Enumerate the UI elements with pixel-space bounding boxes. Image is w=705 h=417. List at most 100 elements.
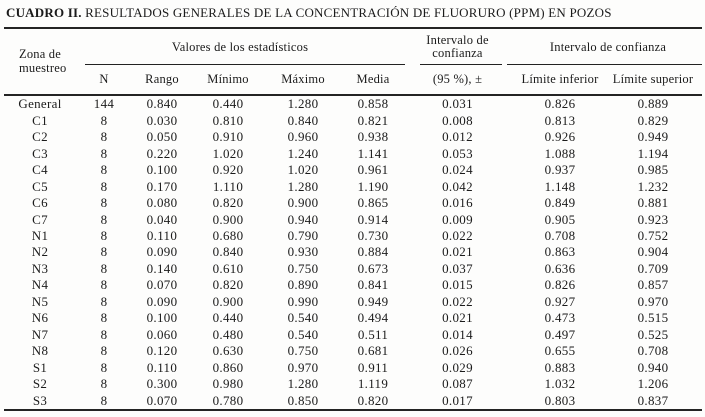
zone-cell: C3	[32, 145, 48, 161]
value-cell: 0.985	[637, 162, 669, 178]
table-row: N6 8 0.100 0.440 0.540 0.494 0.021 0.473 0.515	[0, 310, 705, 326]
value-cell: 0.905	[544, 211, 576, 227]
value-cell: 1.280	[287, 178, 319, 194]
value-cell: 1.194	[637, 145, 669, 161]
value-cell: 1.020	[212, 145, 244, 161]
value-cell: 0.440	[212, 310, 244, 326]
rule-bottom	[4, 409, 702, 411]
value-cell: 0.820	[212, 277, 244, 293]
value-cell: 0.960	[287, 129, 319, 145]
value-cell: 0.022	[442, 293, 473, 309]
value-cell: 0.840	[287, 112, 319, 128]
value-cell: 0.904	[637, 244, 669, 260]
value-cell: 1.280	[287, 96, 319, 112]
zone-column-header: Zona de muestreo	[0, 29, 80, 94]
value-cell: 0.708	[637, 343, 669, 359]
rule-header-bottom	[4, 94, 702, 96]
value-cell: 0.803	[544, 392, 576, 408]
zone-cell: S2	[32, 376, 48, 392]
zone-cell: N5	[31, 293, 49, 309]
table-row: C5 8 0.170 1.110 1.280 1.190 0.042 1.148 1.232	[0, 178, 705, 194]
value-cell: 0.080	[146, 195, 178, 211]
value-cell: 8	[100, 326, 108, 342]
value-cell: 1.032	[544, 376, 576, 392]
value-cell: 0.014	[442, 326, 473, 342]
value-cell: 0.494	[357, 310, 389, 326]
value-cell: 0.681	[357, 343, 389, 359]
table-row: N7 8 0.060 0.480 0.540 0.511 0.014 0.497 0.525	[0, 327, 705, 343]
value-cell: 0.820	[212, 195, 244, 211]
value-cell: 0.849	[544, 195, 576, 211]
group-underline-confidence-interval	[420, 64, 502, 65]
value-cell: 0.889	[637, 96, 669, 112]
value-cell: 0.961	[357, 162, 389, 178]
table-row: S3 8 0.070 0.780 0.850 0.820 0.017 0.803 0.837	[0, 392, 705, 408]
value-cell: 0.826	[544, 96, 576, 112]
value-cell: 0.220	[146, 145, 178, 161]
value-cell: 0.170	[146, 178, 178, 194]
value-cell: 0.709	[637, 260, 669, 276]
value-cell: 0.042	[442, 178, 473, 194]
zone-cell: C6	[32, 195, 48, 211]
table-row: N3 8 0.140 0.610 0.750 0.673 0.037 0.636 0.709	[0, 261, 705, 277]
value-cell: 0.017	[442, 392, 473, 408]
table-row: C6 8 0.080 0.820 0.900 0.865 0.016 0.849 0.881	[0, 195, 705, 211]
value-cell: 0.970	[637, 293, 669, 309]
column-header-maximo: Máximo	[281, 72, 325, 86]
value-cell: 0.821	[357, 112, 389, 128]
value-cell: 0.927	[544, 293, 576, 309]
value-cell: 1.190	[357, 178, 389, 194]
zone-cell: N2	[31, 244, 49, 260]
table-row: C2 8 0.050 0.910 0.960 0.938 0.012 0.926 0.949	[0, 129, 705, 145]
value-cell: 0.970	[287, 359, 319, 375]
zone-cell: C5	[32, 178, 48, 194]
value-cell: 0.708	[544, 227, 576, 243]
value-cell: 0.636	[544, 260, 576, 276]
value-cell: 0.865	[357, 195, 389, 211]
table-body: General 144 0.840 0.440 1.280 0.858 0.031 0.826…	[0, 96, 705, 409]
zone-cell: S1	[32, 359, 48, 375]
value-cell: 8	[100, 244, 108, 260]
zone-cell: N3	[31, 260, 49, 276]
column-header-95pct: (95 %), ±	[432, 72, 483, 86]
zone-cell: C7	[32, 211, 48, 227]
column-header-minimo: Mínimo	[207, 72, 249, 86]
column-header-media: Media	[356, 72, 390, 86]
value-cell: 8	[100, 227, 108, 243]
value-cell: 8	[100, 293, 108, 309]
table-row: N8 8 0.120 0.630 0.750 0.681 0.026 0.655 0.708	[0, 343, 705, 359]
group-header-ci-line2: confianza	[432, 46, 483, 60]
value-cell: 1.119	[357, 376, 389, 392]
zone-cell: N1	[31, 227, 49, 243]
rule-top	[4, 27, 702, 29]
value-cell: 0.024	[442, 162, 473, 178]
value-cell: 0.110	[146, 359, 178, 375]
value-cell: 0.829	[637, 112, 669, 128]
value-cell: 0.060	[146, 326, 178, 342]
value-cell: 1.088	[544, 145, 576, 161]
value-cell: 0.655	[544, 343, 576, 359]
table-row: C3 8 0.220 1.020 1.240 1.141 0.053 1.088 1.194	[0, 145, 705, 161]
value-cell: 8	[100, 129, 108, 145]
value-cell: 0.021	[442, 244, 473, 260]
value-cell: 0.440	[212, 96, 244, 112]
value-cell: 0.841	[357, 277, 389, 293]
value-cell: 0.730	[357, 227, 389, 243]
value-cell: 0.810	[212, 112, 244, 128]
value-cell: 1.141	[357, 145, 389, 161]
value-cell: 8	[100, 211, 108, 227]
value-cell: 0.140	[146, 260, 178, 276]
value-cell: 1.020	[287, 162, 319, 178]
zone-cell: C1	[32, 112, 48, 128]
value-cell: 0.850	[287, 392, 319, 408]
group-header-confidence-interval: Intervalo de confianza	[400, 29, 515, 65]
value-cell: 0.914	[357, 211, 389, 227]
column-header-limite-superior: Límite superior	[612, 72, 694, 86]
value-cell: 0.040	[146, 211, 178, 227]
value-cell: 0.881	[637, 195, 669, 211]
value-cell: 8	[100, 162, 108, 178]
value-cell: 0.016	[442, 195, 473, 211]
value-cell: 1.148	[544, 178, 576, 194]
zone-cell: S3	[32, 392, 48, 408]
